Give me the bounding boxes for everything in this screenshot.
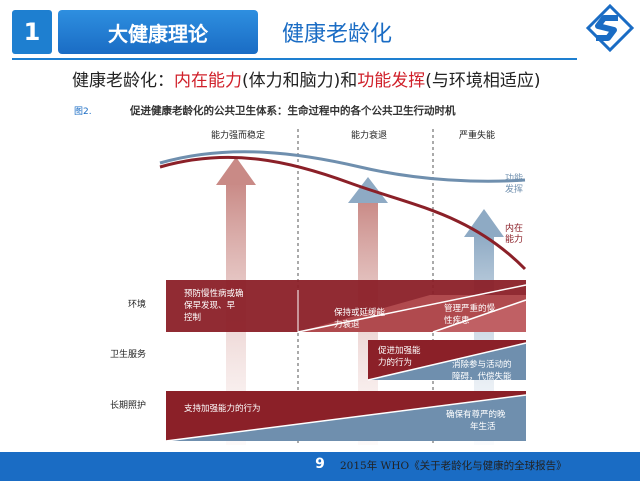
subtitle-lead: 健康老龄化： xyxy=(72,71,174,91)
ltc-box1-line1: 支持加强能力的行为 xyxy=(184,403,261,414)
intrinsic-capacity-curve xyxy=(159,155,527,271)
public-health-framework-diagram: 图2. 促进健康老龄化的公共卫生体系：生命过程中的各个公共卫生行动时机 能力强而… xyxy=(74,104,527,445)
env-box1-line3: 控制 xyxy=(184,312,201,323)
header-divider xyxy=(12,58,577,60)
phase-label-severe: 严重失能 xyxy=(459,129,495,141)
section-title: 大健康理论 xyxy=(58,10,258,54)
hs-box2-line1: 消除参与活动的 xyxy=(452,359,512,370)
subtitle-term-functional: 功能发挥 xyxy=(357,71,426,91)
row-label-health-services: 卫生服务 xyxy=(110,348,146,360)
functional-ability-curve xyxy=(159,150,526,183)
hs-box2-line2: 障碍，代偿失能 xyxy=(452,371,512,382)
phase-label-strong: 能力强而稳定 xyxy=(211,129,265,141)
env-box1-line1: 预防慢性病或确 xyxy=(184,288,244,299)
hs-box1-line2: 力的行为 xyxy=(378,357,412,368)
figure-title: 促进健康老龄化的公共卫生体系：生命过程中的各个公共卫生行动时机 xyxy=(129,104,456,117)
intrinsic-capacity-label-1: 内在 xyxy=(505,222,523,234)
env-box2-line1: 保持或延缓能 xyxy=(334,307,386,318)
row-label-long-term-care: 长期照护 xyxy=(110,399,146,411)
brand-logo-icon xyxy=(585,3,635,53)
env-box3-line1: 管理严重的慢 xyxy=(444,303,496,314)
topic-title: 健康老龄化 xyxy=(282,22,393,47)
env-box2-line2: 力衰退 xyxy=(334,319,360,330)
page-number: 9 xyxy=(315,456,325,472)
functional-ability-label-2: 发挥 xyxy=(505,183,523,195)
ltc-box2-line1: 确保有尊严的晚 xyxy=(446,409,506,420)
source-citation: 2015年 WHO《关于老龄化与健康的全球报告》 xyxy=(340,460,567,472)
section-number: 1 xyxy=(12,10,52,54)
intrinsic-capacity-label-2: 能力 xyxy=(505,233,523,245)
ltc-box2-line2: 年生活 xyxy=(470,421,496,432)
env-box3-line2: 性疾患 xyxy=(444,315,470,326)
health-services-band xyxy=(367,340,527,381)
environment-band xyxy=(166,280,527,333)
figure-label: 图2. xyxy=(74,106,92,117)
subtitle-paren-1: (体力和脑力) xyxy=(242,71,341,91)
phase-label-decline: 能力衰退 xyxy=(351,129,387,141)
long-term-care-band xyxy=(165,391,527,442)
hs-box1-line1: 促进加强能 xyxy=(378,345,421,356)
subtitle-term-intrinsic: 内在能力 xyxy=(174,71,242,91)
env-box1-line2: 保早发现、早 xyxy=(184,300,236,311)
subtitle-and: 和 xyxy=(340,71,358,91)
row-label-environment: 环境 xyxy=(128,298,146,310)
footer-bar xyxy=(0,452,640,481)
subtitle: 健康老龄化：内在能力(体力和脑力)和功能发挥(与环境相适应) xyxy=(72,66,541,91)
subtitle-paren-2: (与环境相适应) xyxy=(425,71,541,91)
functional-ability-label-1: 功能 xyxy=(505,172,523,184)
